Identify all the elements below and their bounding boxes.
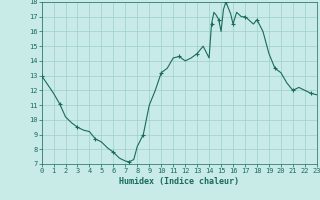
X-axis label: Humidex (Indice chaleur): Humidex (Indice chaleur) [119, 177, 239, 186]
